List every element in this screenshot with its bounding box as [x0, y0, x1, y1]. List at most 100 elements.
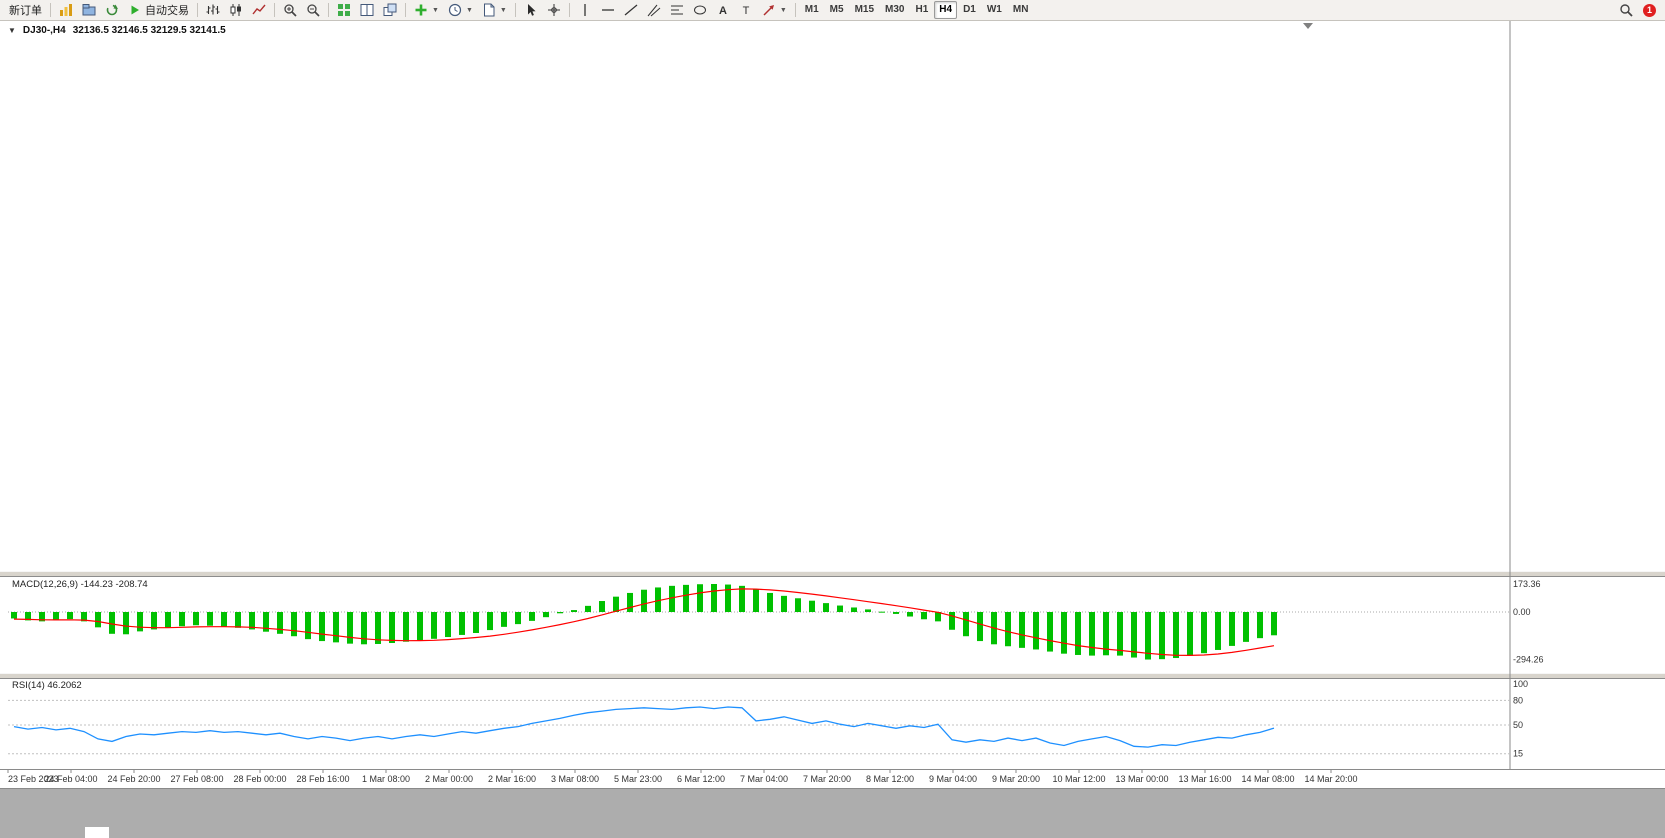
label-icon: T — [739, 3, 753, 17]
svg-text:50: 50 — [1513, 720, 1523, 730]
indicators-button[interactable]: ▼ — [410, 0, 443, 20]
auto-trading-button[interactable]: 自动交易 — [124, 0, 193, 20]
cascade-button[interactable] — [379, 0, 401, 20]
panel-separator-1[interactable] — [0, 571, 1665, 577]
search-icon — [1619, 3, 1633, 17]
svg-text:3 Mar 08:00: 3 Mar 08:00 — [551, 774, 599, 784]
svg-text:10 Mar 12:00: 10 Mar 12:00 — [1052, 774, 1105, 784]
svg-text:28 Feb 00:00: 28 Feb 00:00 — [233, 774, 286, 784]
timeframe-d1-button[interactable]: D1 — [963, 4, 976, 15]
dropdown-caret-icon[interactable]: ▼ — [779, 6, 787, 14]
svg-text:2 Mar 00:00: 2 Mar 00:00 — [425, 774, 473, 784]
toolbar-separator — [794, 3, 796, 17]
tile-icon — [337, 3, 351, 17]
text-button[interactable]: A — [712, 0, 734, 20]
macd-signal-line — [13, 588, 1275, 657]
tile-windows-button[interactable] — [333, 0, 355, 20]
svg-text:173.36: 173.36 — [1513, 579, 1541, 589]
tline-icon — [624, 3, 638, 17]
svg-text:13 Mar 00:00: 13 Mar 00:00 — [1115, 774, 1168, 784]
minimized-window-fragment — [85, 827, 109, 838]
timeframe-mn-button[interactable]: MN — [1012, 4, 1029, 15]
svg-text:14 Mar 08:00: 14 Mar 08:00 — [1241, 774, 1294, 784]
toolbar-separator — [568, 3, 570, 17]
rsi-line — [13, 706, 1275, 748]
crosshair-button[interactable] — [543, 0, 565, 20]
svg-text:23 Feb 2023: 23 Feb 2023 — [8, 774, 59, 784]
refresh-button[interactable] — [101, 0, 123, 20]
periods-button[interactable]: ▼ — [444, 0, 477, 20]
refresh-icon — [105, 3, 119, 17]
arrows-tool-button[interactable]: ▼ — [758, 0, 791, 20]
macd-panel — [8, 584, 1510, 660]
panel-separator-2[interactable] — [0, 673, 1665, 679]
toolbar-separator — [50, 3, 51, 17]
svg-text:8 Mar 12:00: 8 Mar 12:00 — [866, 774, 914, 784]
svg-text:A: A — [719, 5, 727, 17]
timeframe-m1-button[interactable]: M1 — [804, 4, 819, 15]
toolbar-separator — [514, 3, 516, 17]
zoomout-icon — [306, 3, 320, 17]
bar-chart-button[interactable] — [202, 0, 224, 20]
chart-shift-marker[interactable] — [1303, 23, 1313, 29]
svg-text:14 Mar 20:00: 14 Mar 20:00 — [1304, 774, 1357, 784]
svg-text:15: 15 — [1513, 749, 1523, 759]
channel-button[interactable] — [643, 0, 665, 20]
auto-arrange-button[interactable] — [356, 0, 378, 20]
template-icon — [482, 3, 496, 17]
vertical-line-button[interactable] — [574, 0, 596, 20]
profiles-button[interactable] — [78, 0, 100, 20]
symbol-period-label: DJ30-,H4 — [22, 25, 66, 36]
chart-title: ▼ DJ30-,H4 32136.5 32146.5 32129.5 32141… — [8, 25, 226, 36]
search-button[interactable] — [1615, 0, 1637, 20]
arrange-icon — [360, 3, 374, 17]
svg-text:9 Mar 20:00: 9 Mar 20:00 — [992, 774, 1040, 784]
svg-text:5 Mar 23:00: 5 Mar 23:00 — [614, 774, 662, 784]
svg-text:9 Mar 04:00: 9 Mar 04:00 — [929, 774, 977, 784]
notification-badge[interactable]: 1 — [1643, 3, 1656, 17]
chart-frame — [0, 21, 1665, 789]
new-order-button[interactable]: 新订单 — [5, 0, 46, 20]
timeframe-h4-button[interactable]: H4 — [934, 1, 958, 19]
templates-button[interactable]: ▼ — [478, 0, 511, 20]
candlestick-chart-button[interactable] — [225, 0, 247, 20]
bottom-strip — [0, 789, 1665, 838]
svg-text:0.00: 0.00 — [1513, 607, 1531, 617]
cursor-button[interactable] — [520, 0, 542, 20]
one-click-trading-toggle[interactable]: ▼ — [8, 26, 16, 35]
autotrade-icon — [128, 3, 142, 17]
timeframe-m15-button[interactable]: M15 — [854, 4, 875, 15]
svg-text:6 Mar 12:00: 6 Mar 12:00 — [677, 774, 725, 784]
toolbar: 新订单 自动交易 ▼ ▼ ▼ A T ▼ M1 M5 M15 M30 H1 H4 D1 W1 MN 1 — [0, 0, 1665, 21]
timeframe-m30-button[interactable]: M30 — [885, 4, 905, 15]
zoom-in-button[interactable] — [279, 0, 301, 20]
line-chart-button[interactable] — [248, 0, 270, 20]
macd-axis-labels: 173.36 0.00 -294.26 — [1513, 579, 1544, 665]
svg-text:27 Feb 08:00: 27 Feb 08:00 — [170, 774, 223, 784]
timeframe-m5-button[interactable]: M5 — [829, 4, 844, 15]
shapes-button[interactable] — [689, 0, 711, 20]
svg-text:-294.26: -294.26 — [1513, 655, 1544, 665]
timeframe-w1-button[interactable]: W1 — [986, 4, 1002, 15]
rsi-indicator-label: RSI(14) 46.2062 — [12, 680, 82, 691]
zoom-out-button[interactable] — [302, 0, 324, 20]
svg-text:100: 100 — [1513, 679, 1528, 689]
cascade-icon — [383, 3, 397, 17]
dropdown-caret-icon[interactable]: ▼ — [465, 6, 473, 14]
new-chart-button[interactable] — [55, 0, 77, 20]
macd-indicator-label: MACD(12,26,9) -144.23 -208.74 — [12, 579, 148, 590]
dropdown-caret-icon[interactable]: ▼ — [499, 6, 507, 14]
svg-text:24 Feb 20:00: 24 Feb 20:00 — [107, 774, 160, 784]
dropdown-caret-icon[interactable]: ▼ — [432, 6, 439, 14]
horizontal-line-button[interactable] — [597, 0, 619, 20]
hline-icon — [601, 3, 615, 17]
vline-icon — [578, 3, 592, 17]
label-button[interactable]: T — [735, 0, 757, 20]
ohlc-values: 32136.5 32146.5 32129.5 32141.5 — [72, 25, 226, 36]
fibonacci-button[interactable] — [666, 0, 688, 20]
timeframe-h1-button[interactable]: H1 — [915, 4, 929, 15]
toolbar-separator — [197, 3, 198, 17]
trendline-button[interactable] — [620, 0, 642, 20]
